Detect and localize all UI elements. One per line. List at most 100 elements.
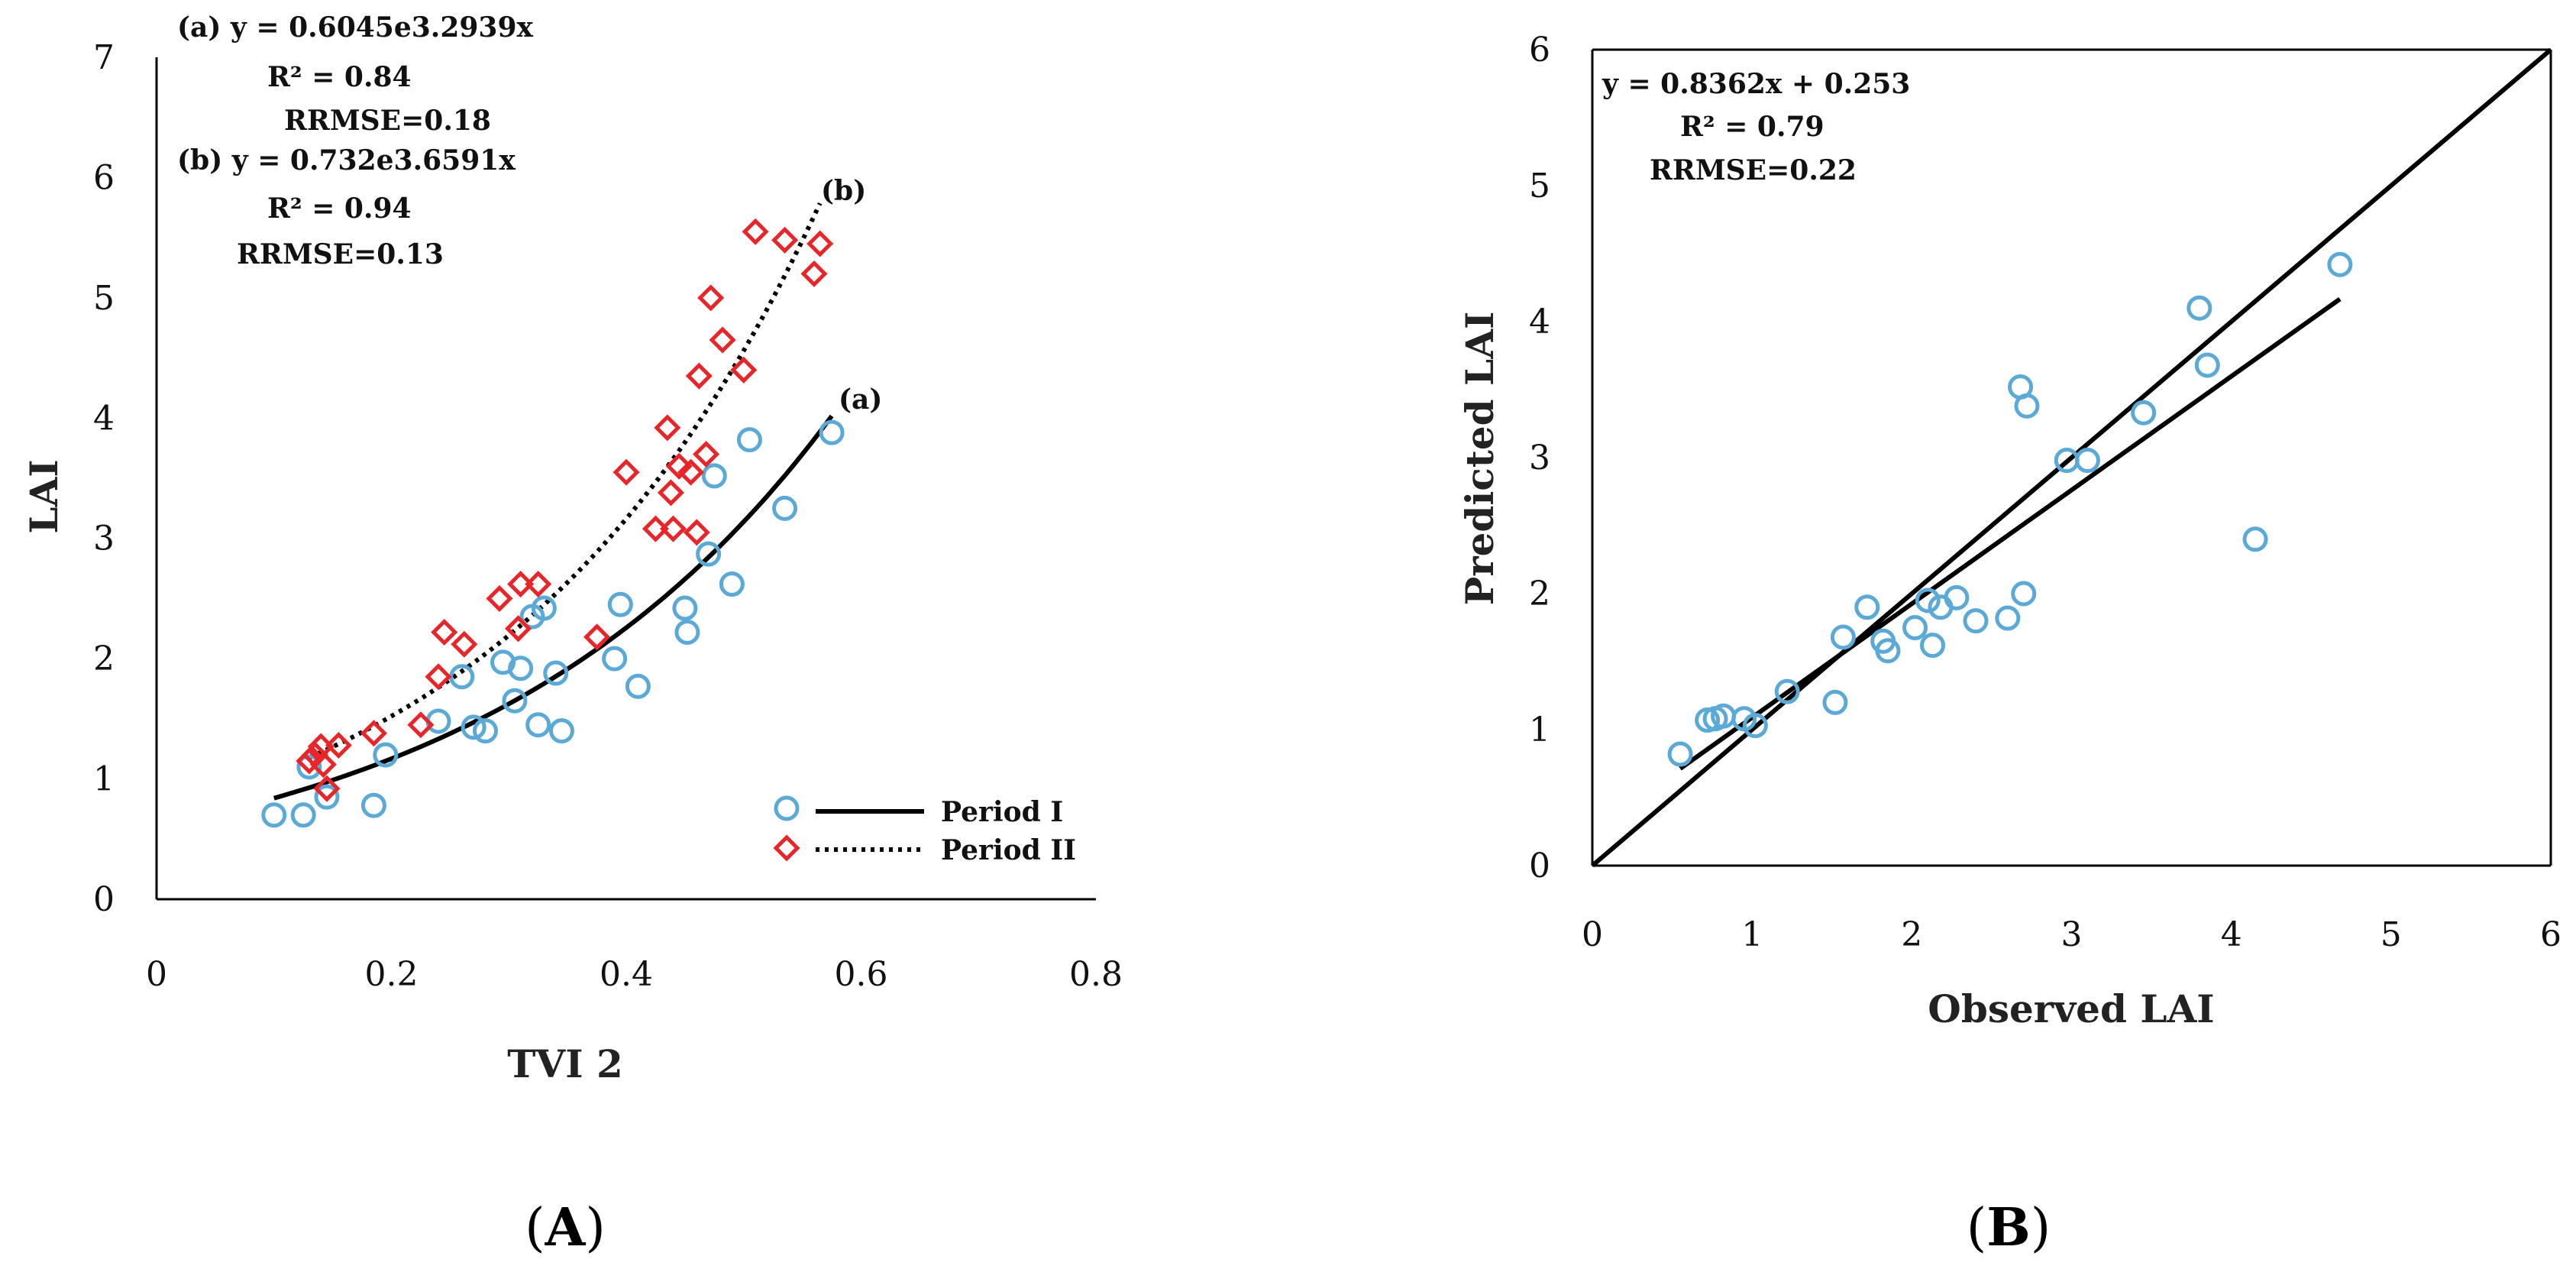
panel-a-curve-label-a: (a) — [839, 384, 882, 416]
panel-b-x-tick-1: 1 — [1741, 915, 1763, 954]
point-period-i-22 — [674, 620, 700, 646]
point-period-ii-5 — [325, 731, 352, 759]
point-observed-16 — [1944, 584, 1970, 610]
panel-a-y-tick-4: 4 — [93, 399, 115, 438]
point-period-ii-9 — [431, 618, 458, 646]
point-period-ii-29 — [742, 218, 769, 245]
panel-b-label-open: ( — [1967, 1198, 1987, 1258]
point-period-i-23 — [696, 541, 722, 567]
point-period-i-15 — [531, 595, 557, 621]
point-period-ii-10 — [451, 630, 478, 658]
point-observed-21 — [2014, 393, 2040, 419]
point-period-i-26 — [736, 427, 762, 453]
panel-a-y-label: LAI — [21, 459, 66, 533]
panel-a-chart: 0 0.2 0.4 0.6 0.8 0 1 2 3 4 5 6 7 TVI 2 … — [21, 11, 1123, 1258]
point-period-ii-11 — [486, 584, 513, 612]
point-period-i-18 — [602, 646, 628, 672]
point-period-ii-8 — [425, 663, 452, 691]
point-period-i-20 — [625, 673, 651, 699]
panel-b-x-tick-4: 4 — [2221, 915, 2242, 954]
point-period-ii-18 — [654, 414, 681, 442]
panel-b-x-tick-0: 0 — [1582, 915, 1603, 954]
point-period-i-27 — [772, 495, 798, 521]
point-period-ii-31 — [800, 260, 828, 287]
panel-b-rrmse: RRMSE=0.22 — [1650, 154, 1857, 186]
panel-b-equations: y = 0.8362x + 0.253 R² = 0.79 RRMSE=0.22 — [1602, 68, 1910, 186]
point-observed-28 — [2327, 251, 2353, 277]
panel-b-y-tick-2: 2 — [1529, 575, 1550, 613]
panel-b-x-tick-5: 5 — [2380, 915, 2402, 954]
point-period-ii-30 — [771, 226, 799, 254]
panel-a-y-tick-0: 0 — [93, 880, 115, 919]
regression-line — [1679, 296, 2342, 771]
panel-b-y-tick-1: 1 — [1529, 711, 1550, 749]
panel-a-r2-b: R² = 0.94 — [267, 193, 412, 225]
point-period-i-2 — [296, 754, 322, 780]
point-period-ii-23 — [683, 519, 710, 546]
legend-period-i-marker — [774, 795, 800, 821]
point-period-i-4 — [360, 792, 386, 818]
point-period-ii-19 — [657, 479, 684, 507]
point-period-i-14 — [525, 712, 551, 738]
point-period-ii-26 — [697, 284, 725, 312]
point-observed-24 — [2131, 400, 2157, 426]
point-period-i-19 — [607, 591, 633, 617]
point-observed-12 — [1902, 615, 1928, 640]
panel-a-y-tick-5: 5 — [93, 279, 115, 318]
panel-a-x-tick-1: 0.2 — [365, 955, 419, 994]
point-observed-11 — [1875, 638, 1901, 664]
panel-b-x-tick-6: 6 — [2540, 915, 2561, 954]
panel-a-r2-a: R² = 0.84 — [267, 61, 412, 93]
panel-a-label-close: ) — [585, 1198, 606, 1258]
point-period-i-28 — [819, 419, 845, 445]
point-period-ii-14 — [525, 571, 552, 598]
panel-b-x-tick-3: 3 — [2061, 915, 2083, 954]
panel-b-label-letter: B — [1986, 1197, 2030, 1258]
panel-b-y-tick-4: 4 — [1529, 303, 1550, 342]
panel-a-y-tick-3: 3 — [93, 520, 115, 558]
point-period-i-11 — [502, 688, 528, 714]
point-period-ii-4 — [313, 775, 341, 802]
point-period-i-0 — [261, 802, 287, 828]
legend-period-ii-label: Period II — [941, 834, 1076, 866]
point-period-i-3 — [314, 784, 340, 810]
point-observed-13 — [1915, 588, 1941, 613]
panel-b-y-tick-3: 3 — [1529, 439, 1550, 478]
point-period-ii-6 — [360, 720, 387, 747]
point-period-ii-21 — [665, 452, 693, 480]
point-observed-17 — [1963, 608, 1989, 634]
point-period-i-12 — [508, 656, 534, 681]
panel-b-chart: 0 1 2 3 4 5 6 0 1 2 3 4 5 6 Observed LAI… — [1457, 31, 2561, 1258]
point-observed-26 — [2194, 352, 2220, 378]
panel-a-x-tick-4: 0.8 — [1069, 955, 1123, 994]
point-period-ii-7 — [407, 711, 435, 739]
panel-a-y-tick-7: 7 — [93, 38, 115, 77]
panel-b-x-ticks: 0 1 2 3 4 5 6 — [1582, 915, 2561, 954]
point-observed-18 — [1995, 605, 2021, 631]
panel-b-marks — [1591, 47, 2552, 868]
point-period-i-1 — [290, 802, 316, 828]
point-period-i-16 — [543, 660, 569, 686]
panel-a-y-ticks: 0 1 2 3 4 5 6 7 — [93, 38, 115, 919]
panel-a-marks — [261, 202, 845, 828]
legend-period-ii-marker — [773, 834, 800, 862]
panel-a-equations: (a) y = 0.6045e3.2939x R² = 0.84 RRMSE=0… — [177, 11, 882, 416]
legend-period-i-label: Period I — [941, 796, 1063, 828]
point-observed-0 — [1667, 741, 1693, 767]
panel-b-y-tick-5: 5 — [1529, 167, 1550, 206]
panel-a-x-tick-3: 0.6 — [835, 955, 888, 994]
point-period-ii-24 — [685, 362, 713, 390]
point-observed-14 — [1920, 633, 1946, 659]
point-observed-9 — [1854, 594, 1880, 620]
point-period-ii-0 — [296, 747, 323, 775]
point-period-ii-16 — [612, 458, 640, 486]
panel-b-label-close: ) — [2031, 1198, 2051, 1258]
point-period-ii-20 — [659, 515, 687, 542]
panel-a-y-tick-2: 2 — [93, 639, 115, 678]
point-period-ii-15 — [583, 623, 611, 651]
point-period-i-24 — [701, 463, 727, 489]
panel-b-y-tick-6: 6 — [1529, 31, 1550, 70]
point-period-ii-25 — [693, 440, 720, 468]
panel-a-x-ticks: 0 0.2 0.4 0.6 0.8 — [146, 955, 1123, 994]
